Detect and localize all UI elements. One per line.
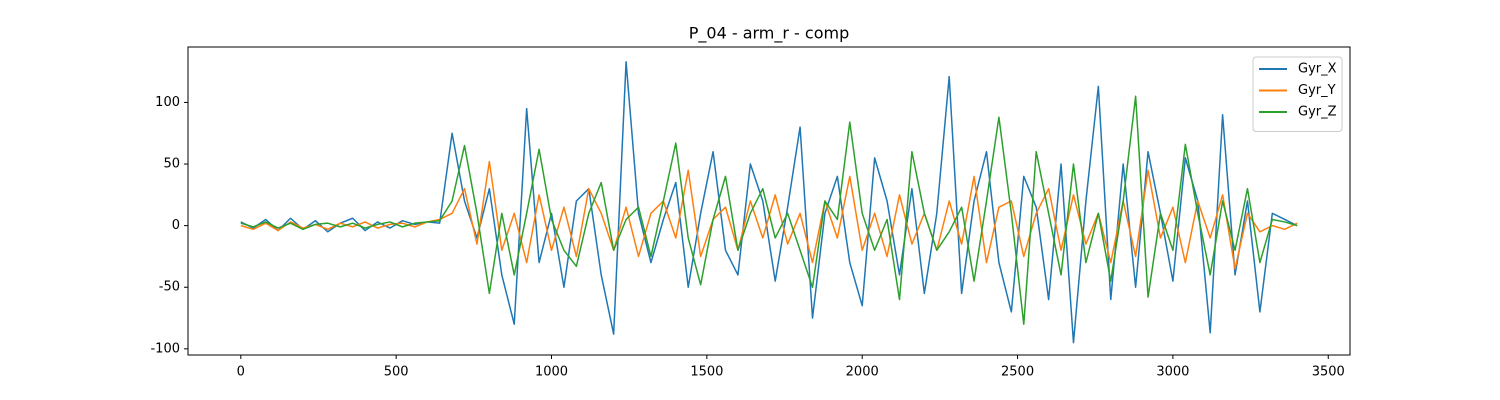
legend-label: Gyr_Y xyxy=(1298,83,1336,98)
x-tick-label: 2500 xyxy=(1001,365,1034,380)
x-tick-label: 1000 xyxy=(535,365,568,380)
x-tick-label: 500 xyxy=(384,365,409,380)
chart-title: P_04 - arm_r - comp xyxy=(689,24,850,44)
y-tick-label: 0 xyxy=(172,218,180,233)
y-tick-label: -50 xyxy=(159,280,180,295)
x-tick-label: 2000 xyxy=(846,365,879,380)
axes-frame xyxy=(187,46,1351,356)
y-tick-label: -100 xyxy=(150,341,180,356)
x-tick-label: 1500 xyxy=(690,365,723,380)
y-tick-label: 50 xyxy=(163,157,180,172)
legend-label: Gyr_Z xyxy=(1298,105,1337,120)
data-line xyxy=(240,95,1298,325)
legend-label: Gyr_X xyxy=(1298,62,1337,77)
x-tick-label: 0 xyxy=(237,365,245,380)
y-tick-label: 100 xyxy=(155,95,180,110)
x-tick-label: 3000 xyxy=(1156,365,1189,380)
data-line xyxy=(240,61,1298,344)
x-tick-label: 3500 xyxy=(1312,365,1345,380)
